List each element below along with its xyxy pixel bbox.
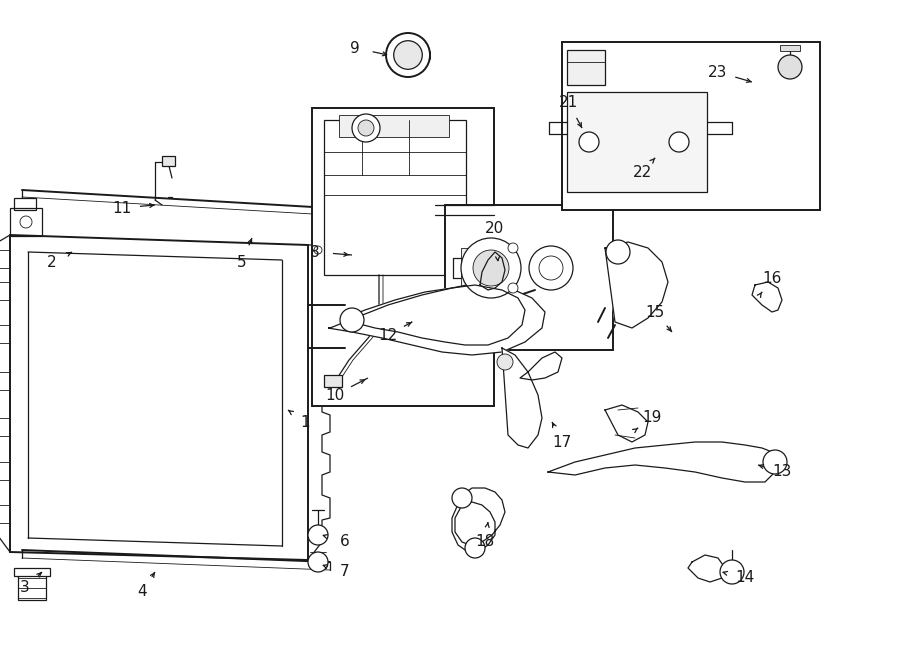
- Text: 19: 19: [643, 410, 662, 426]
- Circle shape: [386, 33, 430, 77]
- Polygon shape: [605, 405, 648, 442]
- Text: 7: 7: [340, 564, 350, 580]
- Polygon shape: [605, 242, 668, 328]
- Bar: [461, 248, 489, 288]
- Polygon shape: [480, 252, 505, 290]
- Polygon shape: [328, 282, 545, 355]
- Circle shape: [340, 308, 364, 332]
- Circle shape: [720, 560, 744, 584]
- Text: 16: 16: [762, 270, 782, 286]
- Polygon shape: [688, 555, 725, 582]
- Circle shape: [497, 354, 513, 370]
- Polygon shape: [752, 282, 782, 312]
- Circle shape: [358, 120, 374, 136]
- Text: 4: 4: [137, 584, 147, 600]
- Bar: [18, 572, 46, 600]
- Circle shape: [308, 552, 328, 572]
- Polygon shape: [345, 285, 525, 345]
- Text: 15: 15: [645, 305, 664, 319]
- Circle shape: [352, 114, 380, 142]
- Bar: [567, 50, 605, 85]
- Bar: [567, 92, 707, 192]
- Circle shape: [763, 450, 787, 474]
- Circle shape: [308, 525, 328, 545]
- Text: 6: 6: [340, 535, 350, 549]
- Bar: [324, 375, 342, 387]
- Text: 9: 9: [350, 40, 360, 56]
- Circle shape: [539, 256, 563, 280]
- Text: 3: 3: [20, 580, 30, 596]
- Polygon shape: [502, 348, 542, 448]
- Text: 13: 13: [772, 465, 792, 479]
- Circle shape: [508, 243, 518, 253]
- Text: 23: 23: [708, 65, 728, 79]
- Text: 14: 14: [735, 570, 754, 586]
- Text: 8: 8: [310, 245, 320, 260]
- Circle shape: [393, 41, 422, 69]
- Bar: [324, 120, 466, 275]
- Bar: [312, 108, 494, 406]
- Bar: [14, 568, 50, 576]
- Polygon shape: [520, 352, 562, 380]
- Bar: [14, 198, 36, 210]
- Text: 18: 18: [475, 535, 495, 549]
- Circle shape: [473, 250, 509, 286]
- Bar: [10, 208, 42, 236]
- Polygon shape: [548, 442, 778, 482]
- Bar: [339, 115, 449, 137]
- Circle shape: [314, 246, 322, 254]
- Circle shape: [606, 240, 630, 264]
- Bar: [162, 156, 175, 166]
- Text: 21: 21: [558, 95, 578, 110]
- Circle shape: [579, 132, 599, 152]
- Circle shape: [529, 246, 573, 290]
- Text: 22: 22: [633, 165, 652, 180]
- Circle shape: [461, 238, 521, 298]
- Text: 5: 5: [238, 254, 247, 270]
- Circle shape: [508, 283, 518, 293]
- Bar: [780, 45, 800, 51]
- Text: 11: 11: [112, 200, 131, 215]
- Circle shape: [669, 132, 689, 152]
- Circle shape: [20, 216, 32, 228]
- Text: 20: 20: [485, 221, 505, 235]
- Polygon shape: [452, 488, 505, 552]
- Bar: [562, 42, 820, 210]
- Bar: [445, 205, 613, 350]
- Text: 17: 17: [553, 434, 572, 449]
- Circle shape: [465, 538, 485, 558]
- Text: 1: 1: [301, 414, 310, 430]
- Text: 2: 2: [47, 254, 57, 270]
- Circle shape: [452, 488, 472, 508]
- Text: 10: 10: [326, 387, 345, 403]
- Text: 12: 12: [378, 327, 398, 342]
- Circle shape: [778, 55, 802, 79]
